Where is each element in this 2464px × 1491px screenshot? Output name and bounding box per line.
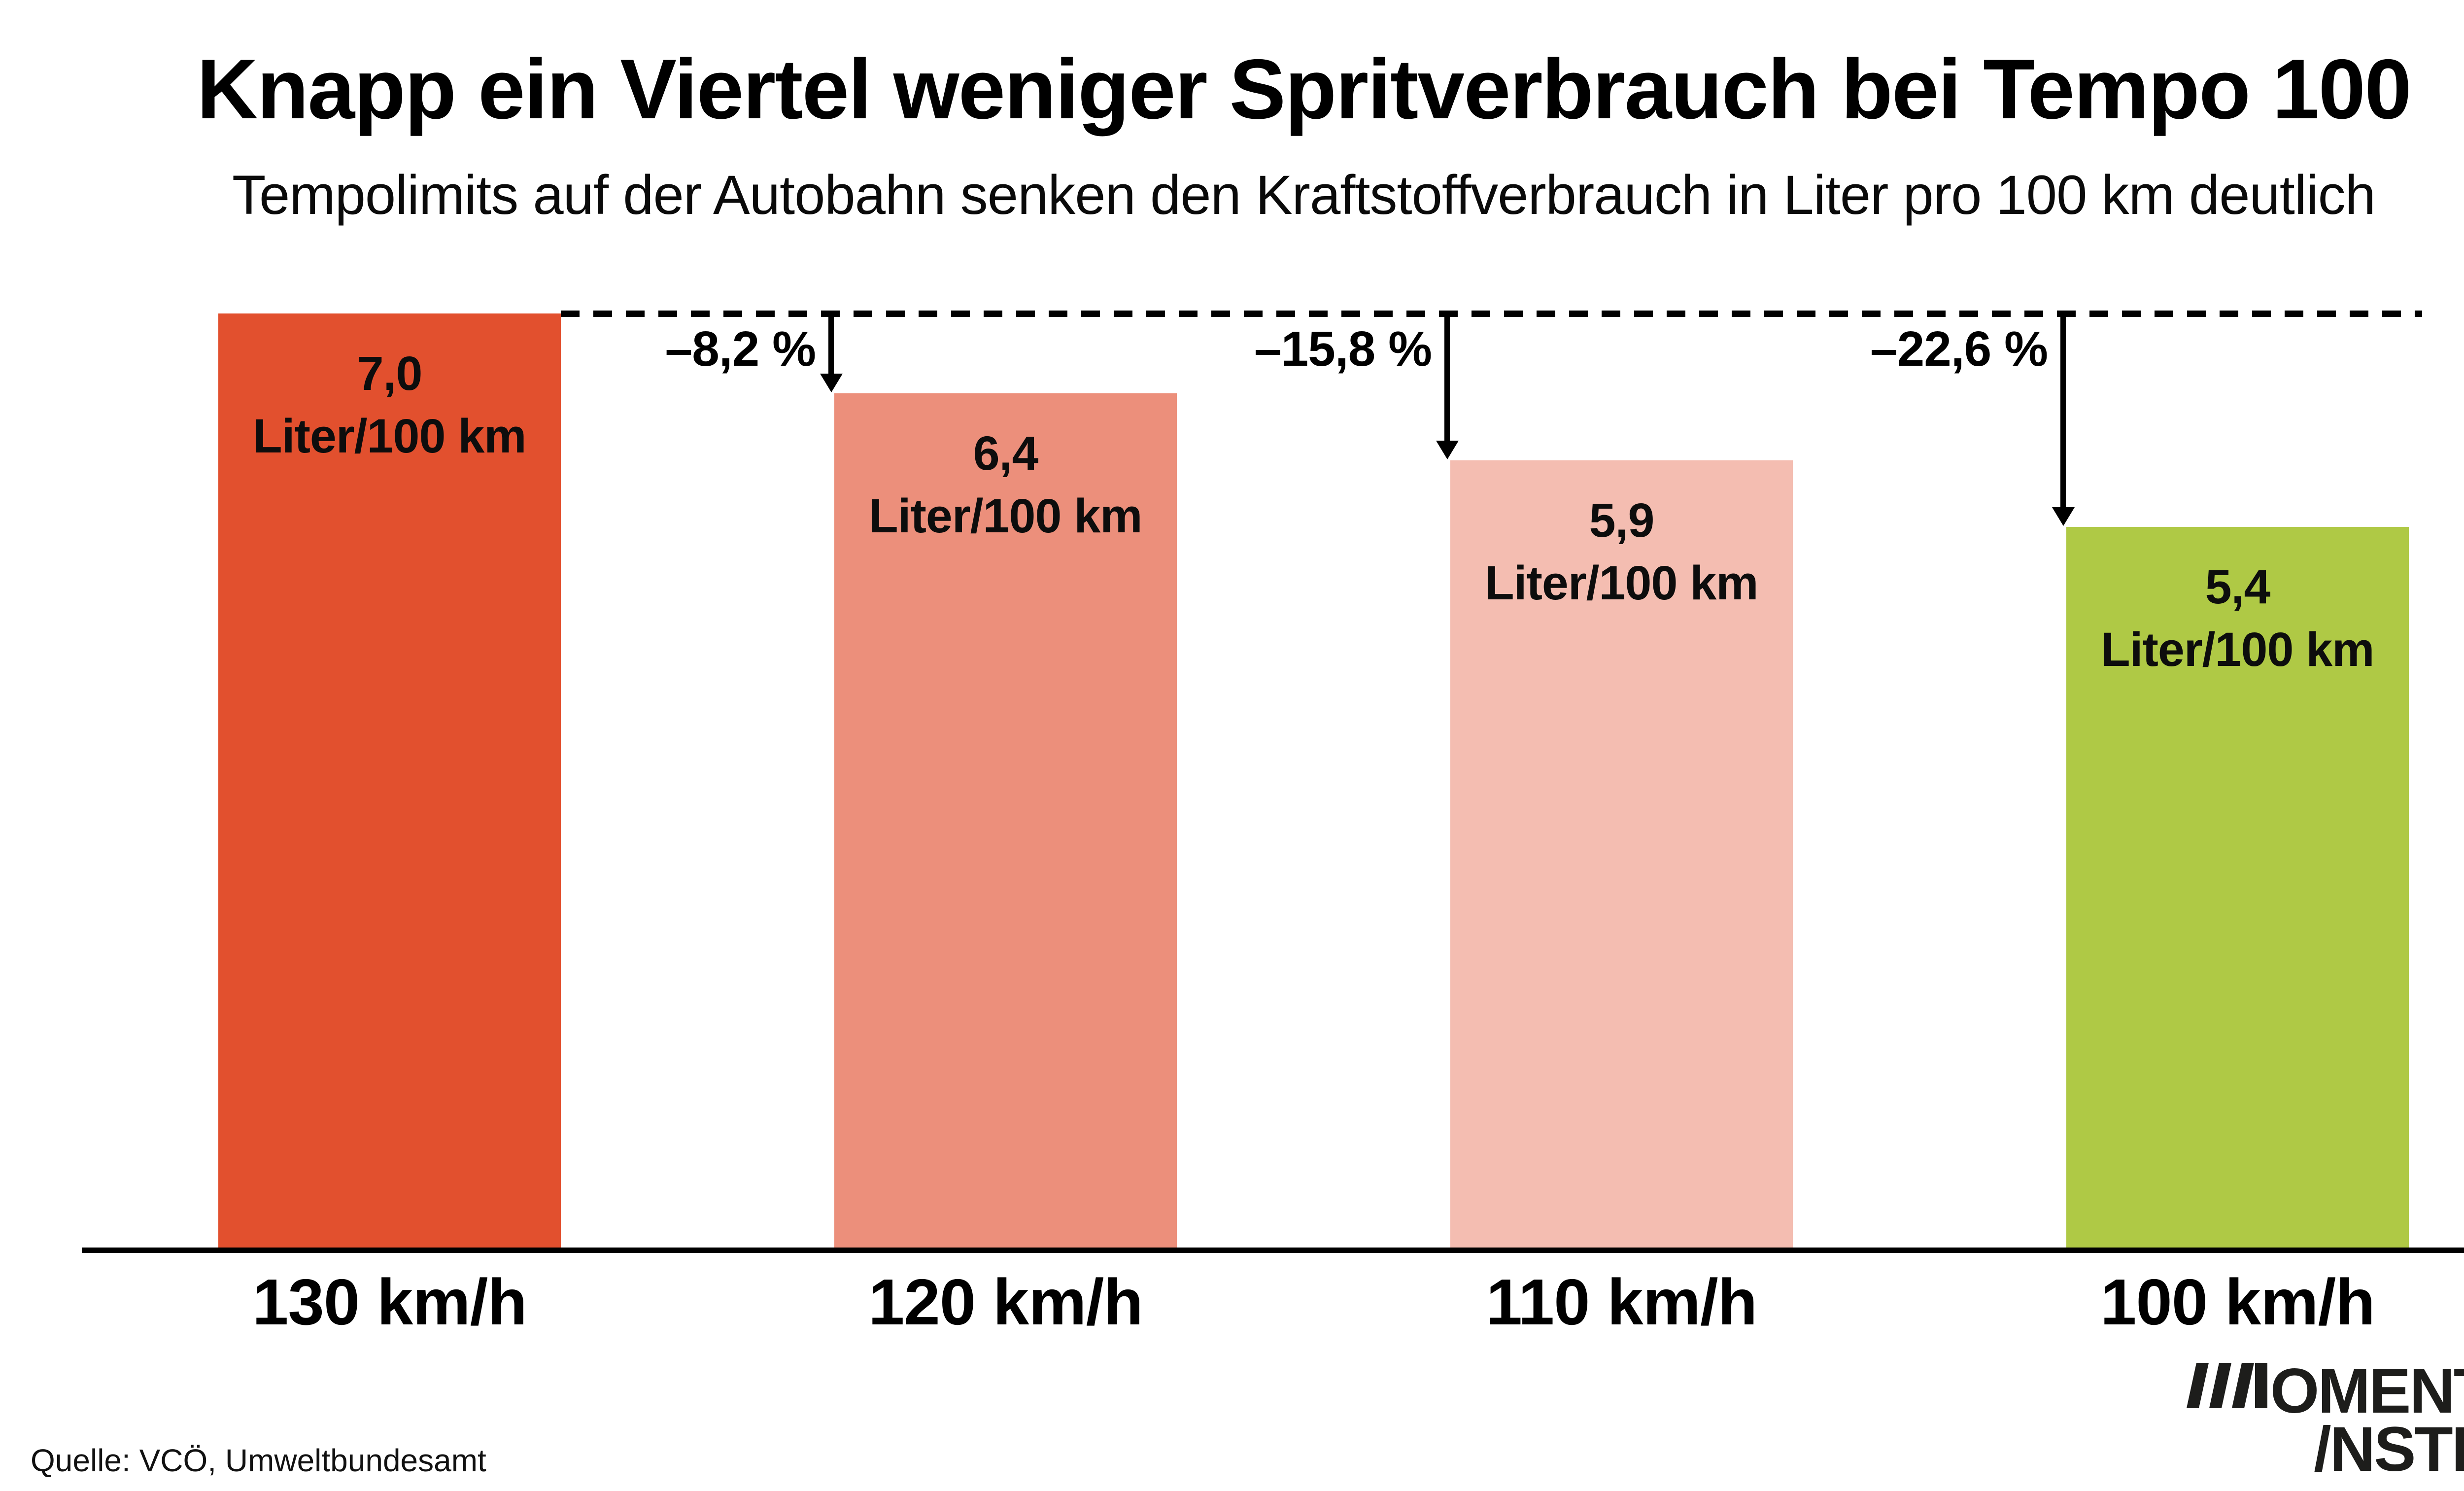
x-axis-label-120-km-h: 120 km/h — [868, 1266, 1143, 1338]
bar-value-label: 6,4 — [973, 426, 1039, 480]
bar-100-km-h: 5,4 Liter/100 km — [2066, 527, 2409, 1248]
chart-subtitle: Tempolimits auf der Autobahn senken den … — [232, 164, 2376, 226]
logo-line-momentum: OMENTUM — [2186, 1356, 2464, 1426]
bar-unit-label: Liter/100 km — [253, 409, 526, 463]
percent-change-label: –22,6 % — [1870, 321, 2048, 377]
chart-title: Knapp ein Viertel weniger Spritverbrauch… — [197, 42, 2412, 137]
bar-value-label: 5,4 — [2205, 560, 2271, 614]
drop-arrow-100-km-h — [2052, 317, 2075, 526]
bar-label: 5,9 Liter/100 km — [1450, 460, 1793, 614]
drop-arrow-line — [2060, 317, 2066, 509]
x-axis-label-110-km-h: 110 km/h — [1486, 1266, 1758, 1338]
drop-arrow-120-km-h — [820, 317, 843, 392]
drop-arrow-line — [828, 317, 834, 376]
bar-110-km-h: 5,9 Liter/100 km — [1450, 460, 1793, 1248]
bar-130-km-h: 7,0 Liter/100 km — [218, 313, 561, 1248]
drop-arrow-head-icon — [2052, 507, 2075, 526]
logo-line-institut: /NSTITUT — [2314, 1414, 2464, 1485]
bar-label: 6,4 Liter/100 km — [834, 393, 1177, 547]
x-axis-label-100-km-h: 100 km/h — [2100, 1266, 2375, 1338]
percent-change-label: –15,8 % — [1254, 321, 1432, 377]
x-axis-label-130-km-h: 130 km/h — [252, 1266, 527, 1338]
x-axis-line — [82, 1248, 2464, 1253]
drop-arrow-110-km-h — [1436, 317, 1459, 459]
bar-value-label: 7,0 — [357, 347, 423, 400]
drop-arrow-head-icon — [820, 374, 843, 392]
logo-text-omentum: OMENTUM — [2270, 1356, 2464, 1426]
percent-change-label: –8,2 % — [665, 321, 816, 377]
momentum-institut-logo: OMENTUM /NSTITUT — [2186, 1356, 2464, 1485]
bar-unit-label: Liter/100 km — [869, 489, 1142, 543]
bar-unit-label: Liter/100 km — [2101, 623, 2374, 676]
bar-label: 7,0 Liter/100 km — [218, 313, 561, 467]
bar-unit-label: Liter/100 km — [1485, 556, 1758, 610]
stylized-m-icon — [2186, 1363, 2267, 1408]
bar-label: 5,4 Liter/100 km — [2066, 527, 2409, 681]
drop-arrow-line — [1444, 317, 1450, 443]
bar-value-label: 5,9 — [1589, 493, 1655, 547]
source-note: Quelle: VCÖ, Umweltbundesamt — [31, 1443, 486, 1478]
reference-dashed-line — [561, 311, 2422, 317]
drop-arrow-head-icon — [1436, 441, 1459, 459]
bar-120-km-h: 6,4 Liter/100 km — [834, 393, 1177, 1248]
